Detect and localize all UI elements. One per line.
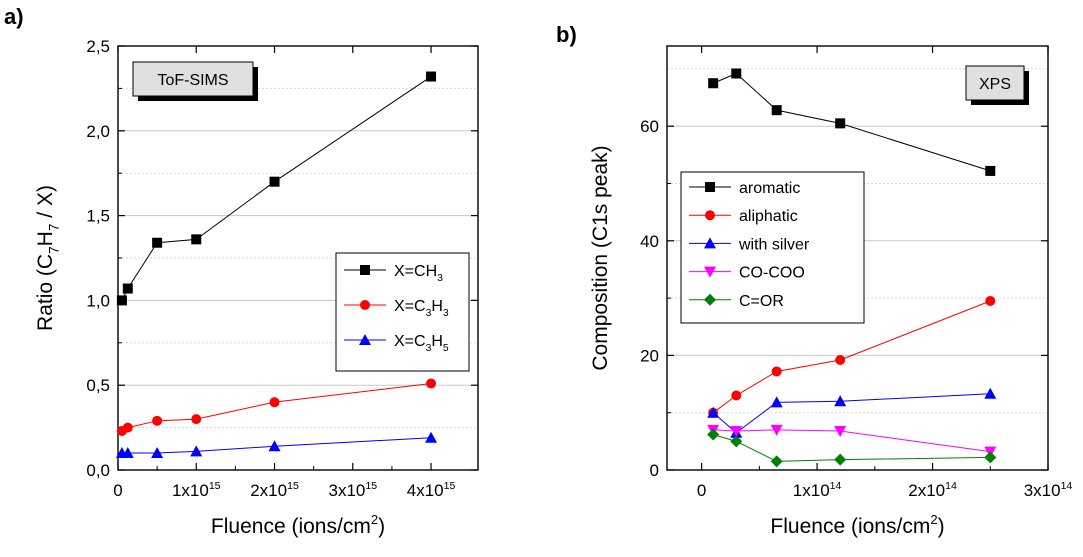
x-tick-label: 1x1014​ <box>793 480 842 500</box>
series-line-4 <box>713 433 991 462</box>
y-tick-label: 20 <box>640 346 659 365</box>
x-tick-label: 2x1014​ <box>908 480 957 500</box>
legend-marker-2 <box>359 334 371 345</box>
data-point-2-4 <box>984 387 997 399</box>
legend-label-2: X=C3​H5​ <box>394 333 449 354</box>
data-point-1-2 <box>152 415 163 426</box>
legend-label-4: C=OR <box>739 293 784 310</box>
series-line-0 <box>712 72 991 172</box>
series-line-3 <box>713 429 991 453</box>
legend-label-2: with silver <box>738 236 810 253</box>
series-line-2 <box>712 393 991 434</box>
data-point-3-2 <box>770 424 783 436</box>
legend-marker-0 <box>705 182 715 192</box>
data-point-0-4 <box>269 176 280 187</box>
y-tick-label: 40 <box>640 232 659 251</box>
y-tick-label: 1,5 <box>86 207 110 226</box>
data-point-4-0 <box>707 428 720 441</box>
data-point-0-3 <box>191 234 202 245</box>
plot-frame <box>666 45 1049 471</box>
y-tick-label: 2,0 <box>86 122 110 141</box>
legend-label-1: X=C3​H3​ <box>394 298 449 319</box>
data-point-4-4 <box>984 451 997 464</box>
legend-label-0: aromatic <box>739 180 800 197</box>
data-point-2-4 <box>268 440 281 452</box>
data-point-0-1 <box>122 283 133 294</box>
x-tick-label: 3x1014​ <box>1024 480 1073 500</box>
legend-label-1: aliphatic <box>739 208 798 225</box>
x-axis-title: Fluence (ions/cm2​) <box>211 512 385 538</box>
panel-b-letter: b) <box>556 22 577 47</box>
legend-marker-1 <box>360 300 370 310</box>
inset-label-text: ToF-SIMS <box>157 72 228 89</box>
legend-box <box>335 252 470 372</box>
data-point-4-2 <box>770 455 783 468</box>
data-point-0-2 <box>152 237 163 248</box>
x-tick-label: 0 <box>113 481 122 500</box>
y-tick-label: 0,0 <box>86 461 110 480</box>
y-tick-label: 60 <box>640 117 659 136</box>
inset-label-box <box>965 65 1025 101</box>
data-point-3-3 <box>834 426 847 438</box>
data-point-4-1 <box>730 435 743 448</box>
data-point-0-1 <box>731 68 742 79</box>
data-point-2-3 <box>834 395 847 407</box>
data-point-1-2 <box>771 366 782 377</box>
data-point-1-5 <box>426 378 437 389</box>
x-tick-label: 4x1015​ <box>407 480 456 500</box>
legend-marker-1 <box>705 210 715 221</box>
legend-marker-2 <box>704 237 716 249</box>
x-tick-label: 3x1015​ <box>328 480 377 500</box>
data-point-2-2 <box>770 396 783 408</box>
data-point-3-1 <box>730 426 743 438</box>
x-tick-label: 0 <box>697 481 706 500</box>
data-point-0-0 <box>708 78 719 89</box>
data-point-1-4 <box>985 295 996 306</box>
data-point-2-0 <box>707 406 720 418</box>
legend-label-3: CO-COO <box>739 265 805 282</box>
data-point-1-3 <box>191 414 202 425</box>
data-point-2-3 <box>190 445 203 457</box>
legend-label-0: X=CH3​ <box>394 263 443 284</box>
data-point-1-4 <box>269 397 280 408</box>
inset-label-box <box>132 61 254 97</box>
data-point-1-1 <box>122 422 133 433</box>
data-point-0-3 <box>835 118 846 129</box>
y-axis-title: Composition (C1s peak) <box>589 145 612 370</box>
x-tick-label: 2x1015​ <box>250 480 299 500</box>
legend-marker-4 <box>704 293 716 306</box>
data-point-1-1 <box>731 390 742 401</box>
data-point-1-3 <box>835 354 846 365</box>
y-tick-label: 1,0 <box>86 291 110 310</box>
data-point-0-5 <box>426 71 437 82</box>
legend-marker-3 <box>704 266 716 278</box>
data-point-4-3 <box>834 453 847 466</box>
data-point-2-5 <box>425 431 438 443</box>
x-tick-label: 1x1015​ <box>172 480 221 500</box>
data-point-2-1 <box>121 447 134 459</box>
y-tick-label: 0 <box>650 461 659 480</box>
inset-label-text: XPS <box>979 76 1011 93</box>
chart-tofsims: 0,0 0,5 1,0 1,5 2,0 2,5 0 1x1015​ 2x1015​ 3x1015​… <box>34 37 479 538</box>
data-point-0-0 <box>116 295 127 306</box>
x-axis-title: Fluence (ions/cm2​) <box>770 512 944 538</box>
chart-xps: 0 20 40 60 0 1x1014​ 2x1014​ 3x1014​ Fluence (io… <box>589 45 1073 538</box>
panel-a-letter: a) <box>4 4 24 29</box>
y-axis-title: Ratio (C7​H7​ / X) <box>34 185 61 331</box>
y-tick-label: 2,5 <box>86 37 110 56</box>
series-line-1 <box>121 383 432 432</box>
data-point-0-2 <box>771 105 782 116</box>
data-point-0-4 <box>985 165 996 176</box>
data-point-2-2 <box>151 447 164 459</box>
y-tick-label: 0,5 <box>86 376 110 395</box>
legend-marker-0 <box>360 265 370 275</box>
